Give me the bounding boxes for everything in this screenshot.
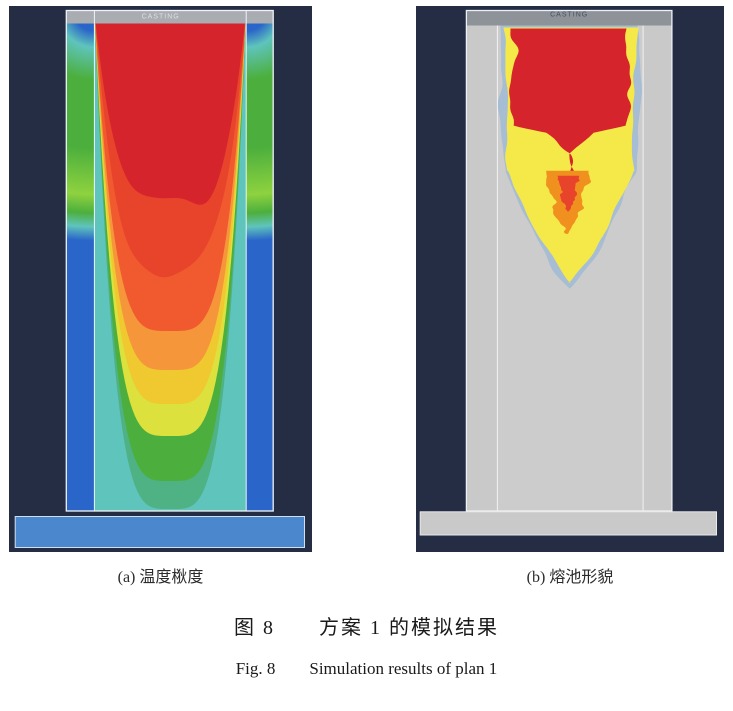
svg-text:CASTING: CASTING [142,14,180,21]
svg-text:CASTING: CASTING [550,12,588,19]
